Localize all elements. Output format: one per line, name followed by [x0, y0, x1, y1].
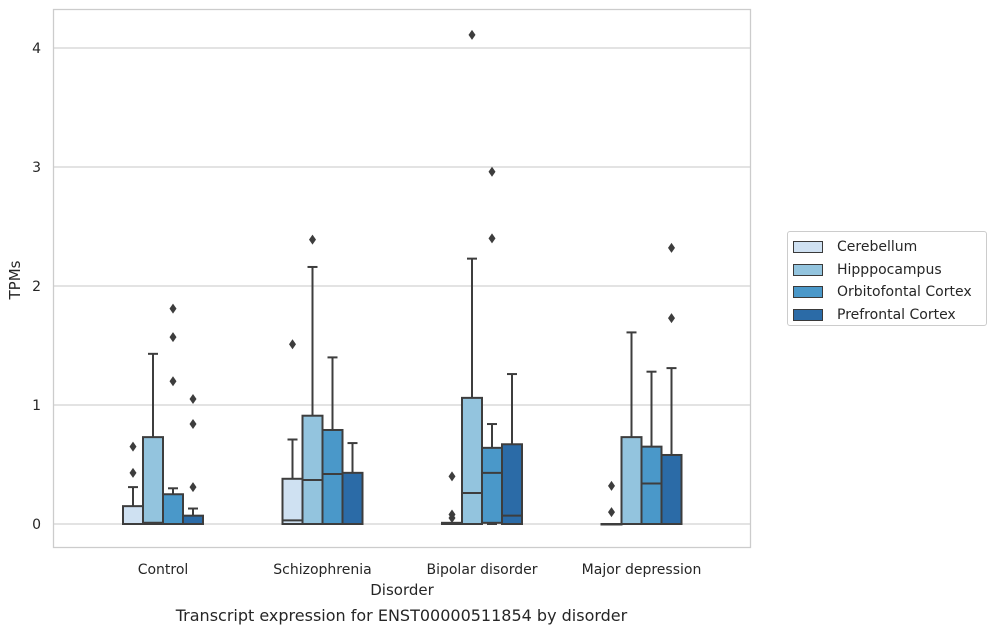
box [441, 471, 463, 525]
outlier-point [488, 166, 496, 177]
outlier-point [309, 234, 316, 245]
legend: Cerebellum Hipppocampus Orbitofontal Cor… [787, 231, 987, 326]
legend-item: Cerebellum [792, 236, 986, 259]
box [600, 480, 623, 526]
box-body [461, 396, 483, 525]
legend-label: Prefrontal Cortex [837, 306, 956, 323]
box-body [301, 414, 324, 525]
y-tick-label: 3 [32, 160, 41, 176]
outlier-point [189, 394, 197, 405]
plot-frame [52, 8, 752, 549]
outlier-point [189, 482, 197, 493]
outlier-point [448, 509, 456, 520]
outlier-point [488, 233, 496, 244]
box [321, 356, 344, 525]
box-body [321, 428, 344, 525]
legend-item: Orbitofontal Cortex [792, 281, 986, 304]
legend-label: Orbitofontal Cortex [837, 284, 972, 301]
box [122, 441, 144, 525]
box-body [142, 436, 164, 526]
x-tick-label: Bipolar disorder [426, 562, 537, 578]
box-body [501, 443, 523, 525]
box [182, 394, 204, 525]
box [341, 442, 364, 525]
box [660, 242, 683, 526]
box-body [341, 471, 364, 525]
box-body [640, 445, 663, 525]
box-body [182, 514, 204, 525]
legend-item: Prefrontal Cortex [792, 304, 986, 327]
box-body [481, 446, 503, 524]
box-body [620, 436, 643, 526]
legend-label: Hipppocampus [837, 261, 942, 278]
box [281, 339, 304, 525]
outlier-point [289, 339, 296, 350]
y-axis-label: TPMs [6, 260, 24, 300]
box [481, 166, 503, 525]
box [162, 303, 184, 525]
y-tick-label: 4 [32, 41, 41, 57]
legend-item: Hipppocampus [792, 259, 986, 282]
box-groups [122, 29, 683, 526]
legend-swatch-prefrontal [793, 308, 823, 321]
y-tick-label: 0 [32, 517, 41, 533]
legend-swatch-hippocampus [793, 263, 823, 276]
outlier-point [129, 441, 137, 452]
legend-label: Cerebellum [837, 239, 918, 256]
box-body [281, 477, 304, 525]
x-tick-label: Control [138, 562, 189, 578]
outlier-point [448, 471, 456, 482]
box [461, 29, 483, 525]
outlier-point [169, 376, 177, 387]
outlier-point [668, 313, 675, 324]
box [142, 352, 164, 526]
x-tick-label: Schizophrenia [273, 562, 371, 578]
y-tick-label: 2 [32, 279, 41, 295]
legend-swatch-cerebellum [793, 241, 823, 254]
outlier-point [668, 242, 675, 253]
outlier-point [129, 467, 137, 478]
outlier-point [608, 480, 615, 491]
box-body [122, 505, 144, 525]
outlier-point [468, 29, 476, 40]
box [620, 331, 643, 526]
chart-caption: Transcript expression for ENST0000051185… [175, 606, 628, 625]
x-tick-labels: Control Schizophrenia Bipolar disorder Majo… [138, 562, 702, 578]
x-axis-label: Disorder [370, 581, 434, 599]
box [640, 370, 663, 525]
y-tick-labels: 0 1 2 3 4 [32, 41, 41, 533]
outlier-point [608, 507, 615, 518]
outlier-point [169, 303, 177, 314]
box [501, 373, 523, 525]
y-tick-label: 1 [32, 398, 41, 414]
box [301, 234, 324, 525]
outlier-point [169, 332, 177, 343]
box-body [660, 453, 683, 526]
x-tick-label: Major depression [582, 562, 702, 578]
legend-swatch-orbitofrontal [793, 286, 823, 299]
box-body [162, 493, 184, 525]
outlier-point [189, 419, 197, 430]
